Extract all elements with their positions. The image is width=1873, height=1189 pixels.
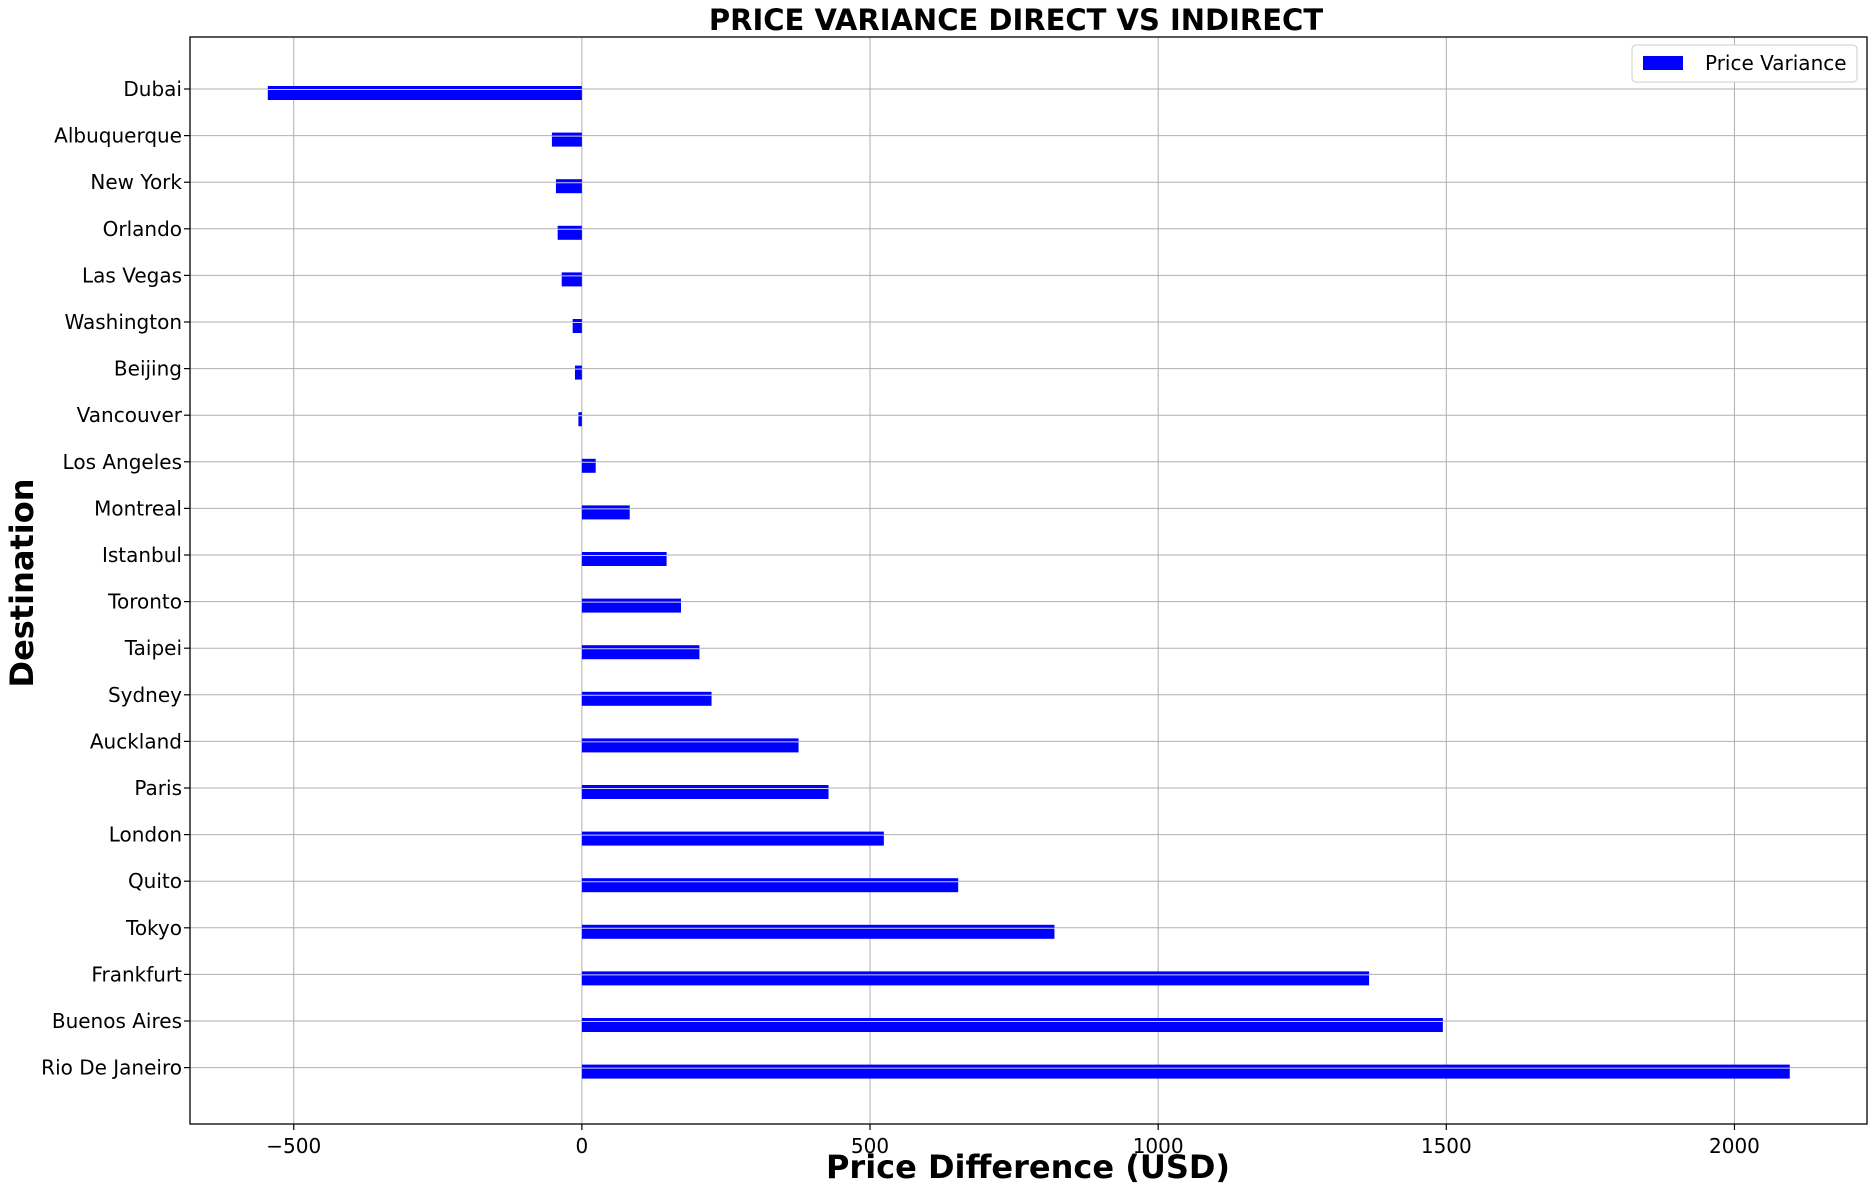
bar xyxy=(581,598,681,613)
plot-frame xyxy=(189,36,1868,1125)
y-axis-label: Destination xyxy=(3,479,41,688)
bar xyxy=(581,645,700,660)
legend-label: Price Variance xyxy=(1705,51,1847,75)
y-tick-label: London xyxy=(109,823,182,847)
grid xyxy=(190,37,1867,1124)
bar xyxy=(581,738,799,753)
y-tick-label: Sydney xyxy=(108,683,182,707)
bar xyxy=(557,225,582,240)
y-tick-label: Rio De Janeiro xyxy=(41,1056,182,1080)
chart-title: PRICE VARIANCE DIRECT VS INDIRECT xyxy=(709,3,1323,37)
bar xyxy=(561,272,582,287)
y-tick-label: Tokyo xyxy=(125,916,182,940)
x-axis-label: Price Difference (USD) xyxy=(826,1148,1230,1186)
y-tick-label: Orlando xyxy=(103,217,182,241)
bar xyxy=(581,458,596,473)
bars xyxy=(267,86,1790,1079)
y-tick-label: New York xyxy=(90,170,182,194)
y-tick-label: Istanbul xyxy=(102,543,182,567)
y-tick-label: Toronto xyxy=(107,590,182,614)
bar xyxy=(551,132,582,147)
bar xyxy=(581,1064,1790,1079)
bar xyxy=(581,505,630,520)
y-tick-label: Buenos Aires xyxy=(52,1009,182,1033)
y-tick-label: Las Vegas xyxy=(82,263,182,287)
legend: Price Variance xyxy=(1631,44,1858,83)
y-tick-label: Paris xyxy=(134,776,182,800)
x-tick-label: −500 xyxy=(266,1134,321,1158)
y-tick-label: Washington xyxy=(64,310,182,334)
y-tick-label: Frankfurt xyxy=(91,962,182,986)
bar xyxy=(581,1018,1443,1032)
bar xyxy=(555,179,582,194)
bar xyxy=(574,365,582,380)
bar xyxy=(267,86,582,100)
x-tick-label: 2000 xyxy=(1709,1134,1760,1158)
x-tick-label: 1500 xyxy=(1421,1134,1472,1158)
bar xyxy=(581,878,959,893)
x-tick-label: 500 xyxy=(851,1134,889,1158)
y-tick-label: Los Angeles xyxy=(63,450,182,474)
y-tick-label: Dubai xyxy=(123,77,182,101)
x-tick-label: 0 xyxy=(576,1134,589,1158)
y-tick-label: Vancouver xyxy=(77,403,183,427)
legend-swatch xyxy=(1643,56,1683,70)
y-tick-label: Montreal xyxy=(94,496,182,520)
bar xyxy=(581,552,667,566)
y-axis-ticks: Dubai Albuquerque New York Orlando Las Vegas… xyxy=(41,77,190,1080)
bar xyxy=(581,785,829,799)
bar xyxy=(581,924,1055,939)
bar xyxy=(581,971,1370,986)
y-tick-label: Auckland xyxy=(90,729,182,753)
bar xyxy=(581,691,712,706)
legend-box xyxy=(1631,44,1858,83)
y-tick-label: Albuquerque xyxy=(54,124,182,148)
bar xyxy=(572,319,582,333)
y-tick-label: Taipei xyxy=(124,636,182,660)
y-tick-label: Beijing xyxy=(114,357,182,381)
x-axis-ticks: −500 0 500 1000 1500 2000 xyxy=(266,1124,1760,1158)
x-tick-label: 1000 xyxy=(1133,1134,1184,1158)
bar xyxy=(578,412,582,427)
y-tick-label: Quito xyxy=(128,869,182,893)
bar xyxy=(581,831,884,846)
